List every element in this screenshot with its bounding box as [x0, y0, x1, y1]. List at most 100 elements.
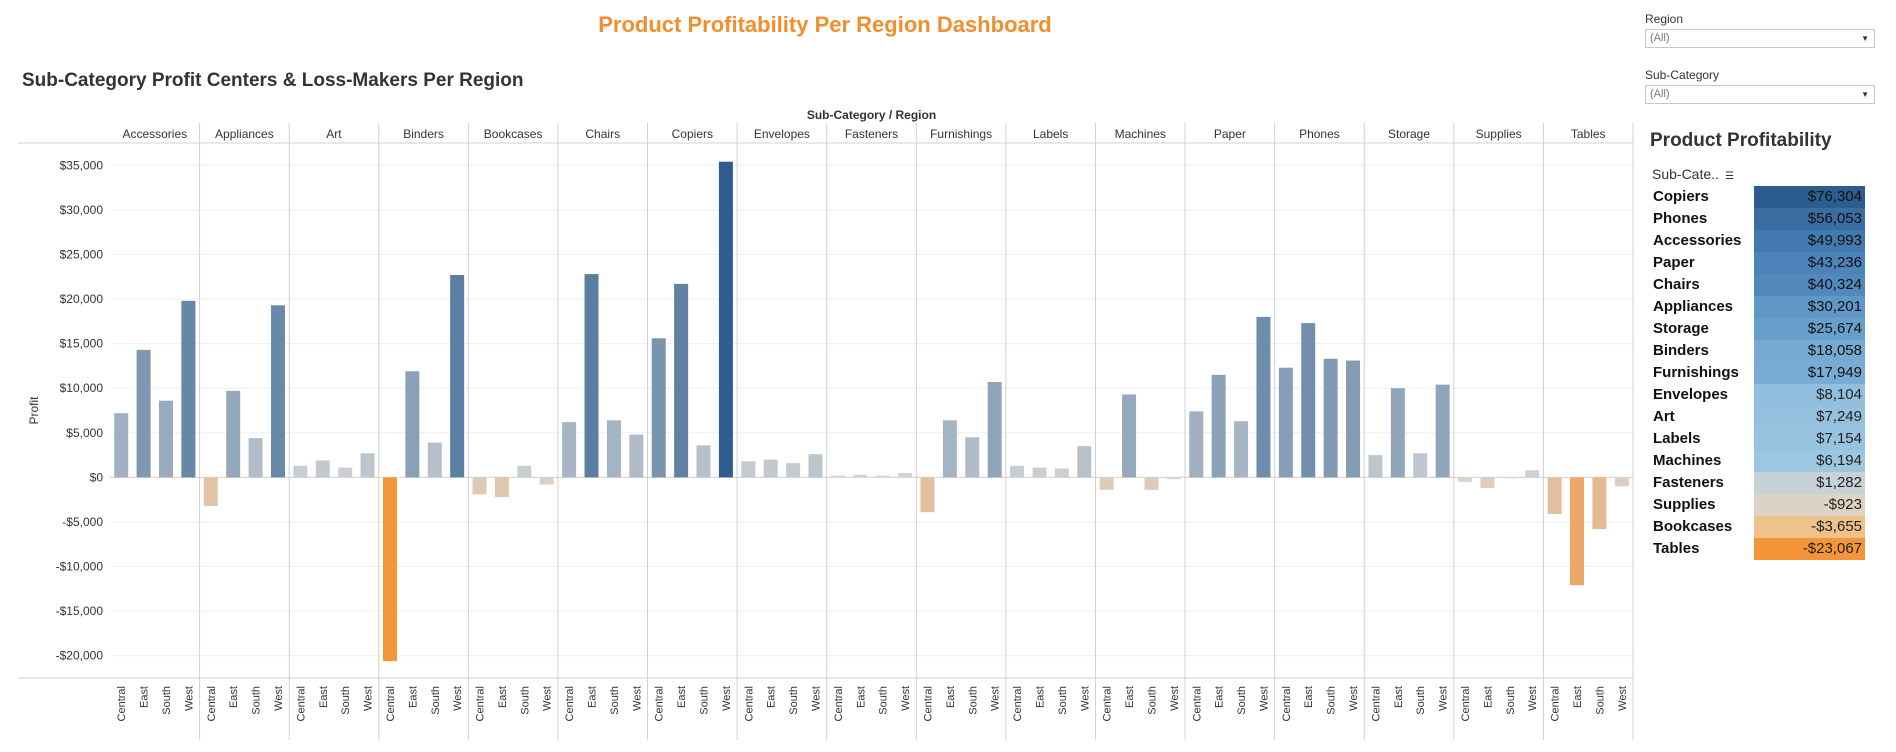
row-value: $1,282 — [1754, 472, 1865, 494]
table-row[interactable]: Tables -$23,067 — [1649, 538, 1865, 560]
region-tick-label: Central — [1460, 686, 1472, 721]
y-tick-label: $15,000 — [60, 337, 104, 351]
region-tick-label: West — [721, 686, 733, 711]
table-row[interactable]: Labels $7,154 — [1649, 428, 1865, 450]
subcategory-header: Art — [326, 127, 342, 141]
region-tick-label: West — [273, 686, 285, 711]
region-tick-label: Central — [1281, 686, 1293, 721]
y-axis-label: Profit — [27, 396, 41, 425]
region-tick-label: Central — [295, 686, 307, 721]
bar-tables-central — [1547, 477, 1562, 514]
region-filter[interactable]: Region (All) ▼ — [1645, 12, 1875, 48]
region-tick-label: West — [1617, 686, 1629, 711]
table-row[interactable]: Fasteners $1,282 — [1649, 472, 1865, 494]
y-tick-label: -$5,000 — [62, 515, 103, 529]
row-value: $18,058 — [1754, 340, 1865, 362]
bar-envelopes-central — [741, 461, 756, 478]
region-tick-label: East — [318, 686, 330, 708]
region-tick-label: South — [609, 686, 621, 715]
table-row[interactable]: Storage $25,674 — [1649, 318, 1865, 340]
region-tick-label: West — [542, 686, 554, 711]
bar-bookcases-south — [517, 465, 532, 478]
table-row[interactable]: Chairs $40,324 — [1649, 274, 1865, 296]
region-tick-label: East — [1393, 686, 1405, 708]
subcategory-header: Copiers — [672, 127, 713, 141]
region-tick-label: East — [855, 686, 867, 708]
region-tick-label: East — [1124, 686, 1136, 708]
row-name: Bookcases — [1653, 518, 1733, 535]
bar-accessories-west — [181, 300, 196, 478]
bar-envelopes-south — [786, 463, 801, 478]
region-tick-label: East — [676, 686, 688, 708]
bar-bookcases-east — [494, 477, 509, 497]
region-tick-label: South — [878, 686, 890, 715]
row-value: $7,154 — [1754, 428, 1865, 450]
region-tick-label: West — [811, 686, 823, 711]
region-tick-label: West — [363, 686, 375, 711]
table-row[interactable]: Art $7,249 — [1649, 406, 1865, 428]
region-tick-label: East — [139, 686, 151, 708]
y-tick-label: $5,000 — [66, 426, 103, 440]
bar-paper-east — [1211, 374, 1226, 478]
region-tick-label: South — [519, 686, 531, 715]
y-tick-label: $10,000 — [60, 381, 104, 395]
bar-furnishings-west — [987, 381, 1002, 478]
row-name: Phones — [1653, 210, 1708, 227]
region-tick-label: South — [161, 686, 173, 715]
table-row[interactable]: Copiers $76,304 — [1649, 186, 1865, 208]
table-row[interactable]: Envelopes $8,104 — [1649, 384, 1865, 406]
sort-icon[interactable]: ☰ — [1724, 171, 1734, 182]
region-tick-label: Central — [1370, 686, 1382, 721]
table-row[interactable]: Accessories $49,993 — [1649, 230, 1865, 252]
subcategory-header: Appliances — [215, 127, 274, 141]
table-row[interactable]: Binders $18,058 — [1649, 340, 1865, 362]
region-tick-label: West — [1527, 686, 1539, 711]
bar-fasteners-central — [830, 475, 845, 478]
region-tick-label: East — [1214, 686, 1226, 708]
row-value: $6,194 — [1754, 450, 1865, 472]
row-name: Storage — [1653, 320, 1709, 337]
region-tick-label: South — [1594, 686, 1606, 715]
bar-labels-central — [1010, 465, 1025, 478]
subcategory-filter[interactable]: Sub-Category (All) ▼ — [1645, 68, 1875, 104]
table-row[interactable]: Appliances $30,201 — [1649, 296, 1865, 318]
table-row[interactable]: Paper $43,236 — [1649, 252, 1865, 274]
subcategory-filter-select[interactable]: (All) ▼ — [1645, 85, 1875, 104]
region-tick-label: Central — [1102, 686, 1114, 721]
row-value: $56,053 — [1754, 208, 1865, 230]
bar-copiers-east — [674, 283, 689, 478]
table-row[interactable]: Phones $56,053 — [1649, 208, 1865, 230]
table-title: Product Profitability — [1650, 130, 1832, 151]
table-header[interactable]: Sub-Cate.. ☰ — [1652, 166, 1734, 182]
bar-bookcases-central — [472, 477, 487, 495]
bar-phones-south — [1323, 358, 1338, 478]
region-tick-label: South — [967, 686, 979, 715]
y-tick-label: $20,000 — [60, 292, 104, 306]
bar-fasteners-west — [898, 472, 913, 478]
region-tick-label: South — [788, 686, 800, 715]
subcategory-header: Labels — [1033, 127, 1068, 141]
bar-art-west — [360, 453, 375, 478]
table-row[interactable]: Furnishings $17,949 — [1649, 362, 1865, 384]
chevron-down-icon[interactable]: ▼ — [1861, 34, 1869, 43]
table-row[interactable]: Bookcases -$3,655 — [1649, 516, 1865, 538]
row-value: $40,324 — [1754, 274, 1865, 296]
region-tick-label: West — [631, 686, 643, 711]
region-tick-label: West — [1169, 686, 1181, 711]
row-name: Appliances — [1653, 298, 1734, 315]
row-name: Machines — [1653, 452, 1722, 469]
y-tick-label: $0 — [90, 470, 104, 484]
subcategory-header: Supplies — [1476, 127, 1522, 141]
table-row[interactable]: Machines $6,194 — [1649, 450, 1865, 472]
row-name: Labels — [1653, 430, 1701, 447]
region-filter-select[interactable]: (All) ▼ — [1645, 29, 1875, 48]
chevron-down-icon[interactable]: ▼ — [1861, 90, 1869, 99]
region-tick-label: East — [1034, 686, 1046, 708]
bar-binders-east — [405, 371, 420, 478]
table-row[interactable]: Supplies -$923 — [1649, 494, 1865, 516]
row-name: Paper — [1653, 254, 1695, 271]
y-tick-label: $30,000 — [60, 203, 104, 217]
bar-envelopes-west — [808, 454, 823, 478]
region-tick-label: South — [1415, 686, 1427, 715]
column-header-title: Sub-Category / Region — [807, 108, 936, 122]
